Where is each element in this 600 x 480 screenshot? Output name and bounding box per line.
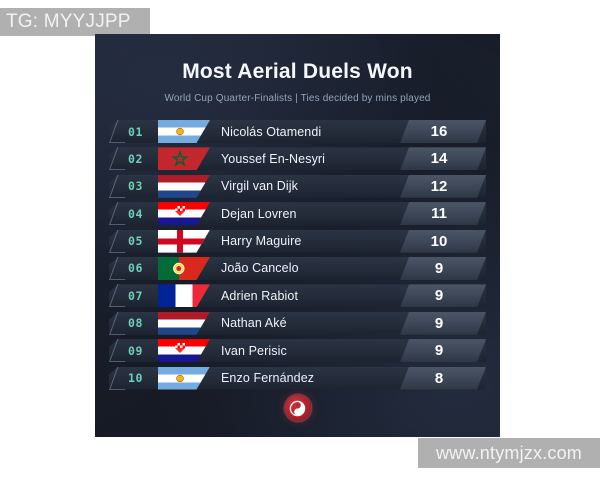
rank-label: 07 bbox=[128, 288, 144, 303]
flag-france-icon bbox=[158, 284, 210, 308]
flag-netherlands-icon bbox=[158, 174, 210, 198]
value-chip bbox=[400, 339, 486, 362]
duels-won-value: 9 bbox=[434, 342, 444, 360]
value-chip bbox=[400, 175, 486, 198]
flag-argentina-icon bbox=[158, 120, 210, 143]
player-name: Enzo Fernández bbox=[221, 371, 315, 386]
duels-won-value: 9 bbox=[434, 287, 444, 305]
flag-netherlands-icon bbox=[158, 311, 210, 335]
duels-won-value: 9 bbox=[434, 259, 444, 277]
telegram-watermark: TG: MYYJJPP bbox=[0, 8, 150, 36]
duels-won-value: 12 bbox=[430, 177, 448, 195]
duels-won-value: 9 bbox=[434, 314, 444, 332]
player-name: João Cancelo bbox=[221, 261, 299, 276]
player-name: Dejan Lovren bbox=[221, 206, 297, 221]
value-chip bbox=[400, 312, 486, 335]
table-row[interactable]: 09 Ivan Perisic 9 bbox=[109, 337, 486, 364]
table-row[interactable]: 04 Dejan Lovren 11 bbox=[109, 200, 486, 227]
flag-croatia-icon bbox=[158, 202, 210, 226]
value-chip bbox=[400, 367, 486, 390]
table-row[interactable]: 06 João Cancelo 9 bbox=[109, 255, 486, 282]
rank-label: 03 bbox=[128, 179, 144, 194]
duels-won-value: 8 bbox=[434, 369, 444, 387]
rank-label: 06 bbox=[128, 261, 144, 276]
flag-croatia-icon bbox=[158, 339, 210, 363]
site-watermark: www.ntymjzx.com bbox=[418, 438, 600, 468]
player-name: Nathan Aké bbox=[221, 316, 287, 331]
table-row[interactable]: 05 Harry Maguire 10 bbox=[109, 228, 486, 255]
value-chip bbox=[400, 230, 486, 253]
table-row[interactable]: 03 Virgil van Dijk 12 bbox=[109, 173, 486, 200]
rank-label: 04 bbox=[128, 206, 144, 221]
rank-label: 09 bbox=[128, 343, 144, 358]
leaderboard-rows: 01 Nicolás Otamendi 16 02 Youssef En-Nesyri 1… bbox=[95, 118, 500, 392]
table-row[interactable]: 10 Enzo Fernández 8 bbox=[109, 365, 486, 392]
value-chip bbox=[400, 202, 486, 225]
player-name: Ivan Perisic bbox=[221, 343, 287, 358]
table-row[interactable]: 02 Youssef En-Nesyri 14 bbox=[109, 145, 486, 172]
flag-morocco-icon bbox=[158, 147, 210, 171]
table-row[interactable]: 08 Nathan Aké 9 bbox=[109, 310, 486, 337]
flag-portugal-icon bbox=[158, 256, 210, 280]
player-name: Virgil van Dijk bbox=[221, 179, 298, 194]
value-chip bbox=[400, 147, 486, 170]
rank-label: 01 bbox=[128, 124, 144, 139]
table-row[interactable]: 01 Nicolás Otamendi 16 bbox=[109, 118, 486, 145]
duels-won-value: 16 bbox=[430, 123, 448, 140]
value-chip bbox=[400, 284, 486, 307]
page-subtitle: World Cup Quarter-Finalists | Ties decid… bbox=[164, 93, 431, 104]
rank-label: 10 bbox=[128, 371, 144, 386]
player-name: Adrien Rabiot bbox=[221, 288, 299, 303]
duels-won-value: 14 bbox=[430, 150, 448, 168]
table-row[interactable]: 07 Adrien Rabiot 9 bbox=[109, 282, 486, 309]
page-title: Most Aerial Duels Won bbox=[182, 60, 413, 83]
flag-england-icon bbox=[158, 229, 210, 253]
duels-won-value: 10 bbox=[430, 232, 448, 250]
rank-label: 05 bbox=[128, 234, 144, 249]
flag-argentina-icon bbox=[158, 366, 210, 390]
red-circular-swirl-logo bbox=[284, 395, 311, 421]
rank-label: 08 bbox=[128, 316, 144, 331]
rank-label: 02 bbox=[128, 151, 144, 166]
duels-won-value: 11 bbox=[431, 205, 447, 223]
player-name: Harry Maguire bbox=[221, 234, 302, 249]
card-header: Most Aerial Duels Won World Cup Quarter-… bbox=[95, 34, 500, 104]
leaderboard-card: Most Aerial Duels Won World Cup Quarter-… bbox=[95, 34, 500, 437]
value-chip bbox=[400, 257, 486, 280]
player-name: Youssef En-Nesyri bbox=[221, 151, 326, 166]
value-chip bbox=[400, 120, 486, 143]
swirl-icon bbox=[289, 400, 306, 416]
player-name: Nicolás Otamendi bbox=[221, 124, 322, 139]
